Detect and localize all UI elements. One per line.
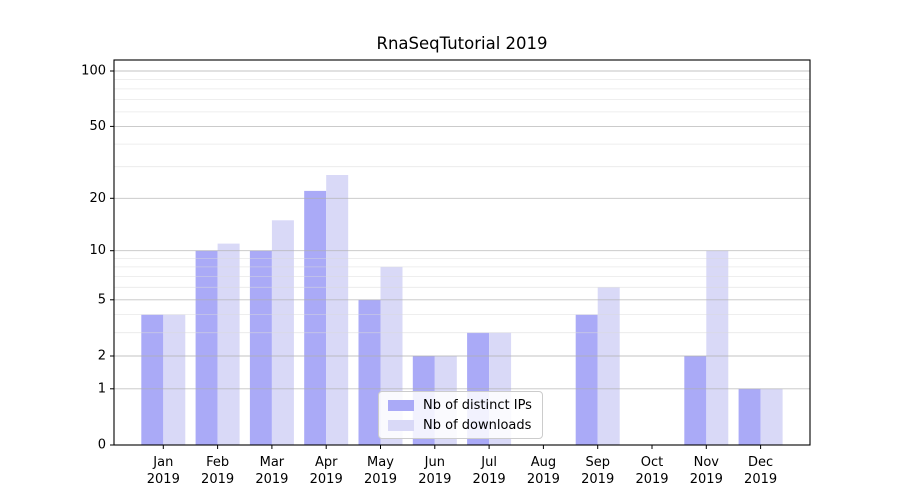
legend-swatch-downloads bbox=[388, 419, 414, 431]
x-tick-label-jan-2019: Jan 2019 bbox=[147, 455, 180, 487]
x-tick-label-oct-2019: Oct 2019 bbox=[635, 455, 668, 487]
bar-nb-of-distinct-ips-dec-2019 bbox=[738, 388, 761, 445]
bar-nb-of-distinct-ips-nov-2019 bbox=[684, 356, 707, 445]
x-tick-label-jun-2019: Jun 2019 bbox=[418, 455, 451, 487]
bar-nb-of-distinct-ips-mar-2019 bbox=[249, 250, 272, 445]
bar-nb-of-distinct-ips-apr-2019 bbox=[304, 190, 327, 445]
bar-nb-of-downloads-nov-2019 bbox=[706, 250, 729, 445]
bar-nb-of-distinct-ips-jan-2019 bbox=[141, 314, 164, 445]
bar-nb-of-downloads-feb-2019 bbox=[217, 243, 240, 445]
y-tick-label-1: 1 bbox=[98, 381, 106, 396]
y-tick-label-10: 10 bbox=[89, 243, 106, 258]
bar-nb-of-downloads-dec-2019 bbox=[760, 388, 783, 445]
legend-item-downloads: Nb of downloads bbox=[388, 417, 532, 433]
legend: Nb of distinct IPs Nb of downloads bbox=[378, 391, 543, 439]
bar-nb-of-distinct-ips-may-2019 bbox=[358, 299, 381, 445]
bar-nb-of-downloads-sep-2019 bbox=[597, 287, 620, 445]
bar-nb-of-downloads-apr-2019 bbox=[326, 175, 349, 445]
x-tick-label-nov-2019: Nov 2019 bbox=[690, 455, 723, 487]
x-tick-label-feb-2019: Feb 2019 bbox=[201, 455, 234, 487]
x-tick-label-apr-2019: Apr 2019 bbox=[310, 455, 343, 487]
y-tick-label-0: 0 bbox=[98, 438, 106, 453]
bar-nb-of-distinct-ips-sep-2019 bbox=[575, 314, 598, 445]
y-tick-label-50: 50 bbox=[89, 119, 106, 134]
y-tick-label-5: 5 bbox=[98, 292, 106, 307]
x-tick-label-mar-2019: Mar 2019 bbox=[255, 455, 288, 487]
x-tick-label-dec-2019: Dec 2019 bbox=[744, 455, 777, 487]
x-tick-label-sep-2019: Sep 2019 bbox=[581, 455, 614, 487]
y-tick-label-2: 2 bbox=[98, 349, 106, 364]
y-tick-label-20: 20 bbox=[89, 191, 106, 206]
axes-spines bbox=[113, 59, 811, 446]
chart-title: RnaSeqTutorial 2019 bbox=[376, 34, 548, 53]
x-tick-label-may-2019: May 2019 bbox=[364, 455, 397, 487]
bar-nb-of-downloads-jan-2019 bbox=[163, 314, 186, 445]
legend-item-distinct-ips: Nb of distinct IPs bbox=[388, 397, 532, 413]
legend-swatch-distinct-ips bbox=[388, 399, 414, 411]
x-tick-label-aug-2019: Aug 2019 bbox=[527, 455, 560, 487]
bar-nb-of-distinct-ips-feb-2019 bbox=[195, 250, 218, 445]
legend-label-downloads: Nb of downloads bbox=[423, 417, 532, 433]
y-tick-label-100: 100 bbox=[81, 64, 106, 79]
x-tick-label-jul-2019: Jul 2019 bbox=[473, 455, 506, 487]
legend-label-distinct-ips: Nb of distinct IPs bbox=[423, 397, 532, 413]
